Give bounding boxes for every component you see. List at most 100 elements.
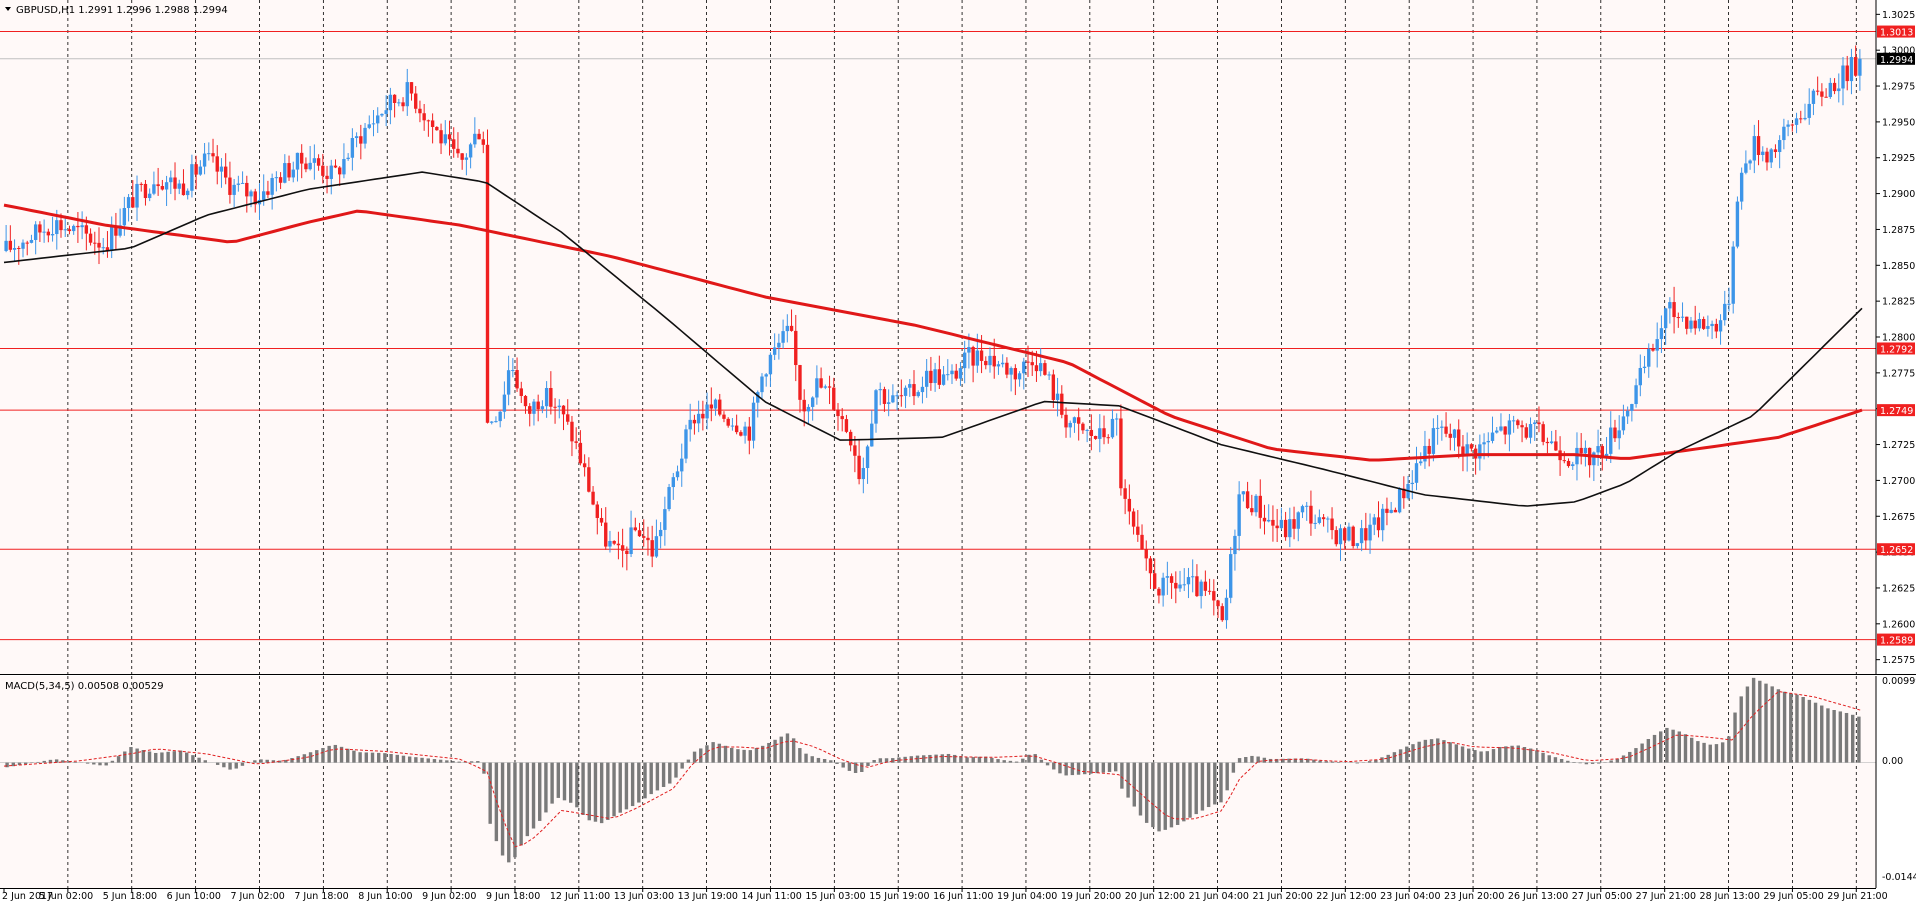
candle-body <box>1191 576 1195 578</box>
candle-body <box>591 491 595 505</box>
candle-body <box>329 165 333 179</box>
candle-body <box>126 197 131 209</box>
candle-body <box>304 163 308 170</box>
dropdown-triangle-icon[interactable] <box>5 7 11 11</box>
candle-body <box>819 378 823 388</box>
time-label: 8 Jun 10:00 <box>358 891 412 902</box>
candle-body <box>772 347 777 355</box>
candle-body <box>1465 444 1469 455</box>
moving-averages <box>3 171 1863 507</box>
slow-moving-average-line <box>3 203 1863 462</box>
candle-body <box>718 399 722 415</box>
candle-body <box>1389 509 1393 513</box>
candle-body <box>245 182 249 197</box>
candle-body <box>684 429 688 459</box>
candle-body <box>1659 328 1664 340</box>
price-label: 1.2725 <box>1882 440 1915 451</box>
candle-body <box>283 163 287 183</box>
time-label: 9 Jun 02:00 <box>422 891 476 902</box>
candle-body <box>198 166 203 175</box>
candle-body <box>67 229 72 232</box>
candle-body <box>827 386 832 388</box>
candle-body <box>1119 418 1123 489</box>
symbol-header[interactable]: GBPUSD,H1 1.2991 1.2996 1.2988 1.2994 <box>5 5 228 16</box>
candle-body <box>477 133 481 140</box>
candle-body <box>291 169 295 178</box>
candle-body <box>1317 517 1322 523</box>
candle-body <box>430 120 435 127</box>
candle-body <box>1427 445 1431 454</box>
candle-body <box>937 369 942 385</box>
candle-body <box>544 387 549 407</box>
candle-body <box>1701 319 1706 329</box>
candle-body <box>1005 362 1009 375</box>
candle-body <box>1769 149 1773 163</box>
candle-body <box>810 397 815 407</box>
candle-body <box>1271 519 1275 526</box>
candle-body <box>1668 302 1672 309</box>
time-label: 5 Jun 02:00 <box>39 891 93 902</box>
candle-body <box>1055 393 1060 400</box>
candle-body <box>443 134 447 144</box>
candle-body <box>1490 432 1495 441</box>
candle-body <box>338 167 342 175</box>
candle-body <box>4 240 8 251</box>
candle-body <box>1123 488 1127 499</box>
candle-body <box>1837 88 1841 92</box>
candle-body <box>194 164 198 175</box>
candle-body <box>1435 427 1440 429</box>
candle-body <box>190 164 194 191</box>
candle-body <box>1114 418 1119 420</box>
level-tag <box>1877 342 1915 355</box>
macd-label: MACD(5,34,5) 0.00508 0.00529 <box>5 681 164 692</box>
candle-body <box>848 431 853 446</box>
candle-body <box>1744 163 1748 173</box>
candle-body <box>916 392 920 397</box>
candle-body <box>71 225 76 232</box>
candle-body <box>1237 494 1241 536</box>
candle-body <box>105 247 110 251</box>
candle-body <box>764 374 768 377</box>
candle-body <box>219 166 224 172</box>
candle-body <box>756 392 760 403</box>
candle-body <box>912 384 916 397</box>
candle-body <box>131 197 135 208</box>
macd-plot-background <box>0 676 1876 888</box>
candle-body <box>1680 316 1685 318</box>
candle-body <box>1106 437 1110 439</box>
candle-body <box>1000 362 1005 365</box>
candle-body <box>363 127 367 144</box>
candle-body <box>485 144 490 423</box>
candle-body <box>1655 339 1659 351</box>
price-label: 1.3000 <box>1882 46 1915 57</box>
candle-body <box>1060 393 1064 415</box>
candle-body <box>557 405 561 408</box>
candle-body <box>751 402 756 441</box>
time-label: 6 Jun 10:00 <box>167 891 221 902</box>
candle-body <box>1524 427 1528 438</box>
candle-body <box>642 536 646 538</box>
candle-body <box>1199 581 1203 597</box>
candle-body <box>232 184 236 195</box>
candle-body <box>1832 82 1837 92</box>
candle-body <box>1267 519 1271 522</box>
candle-body <box>680 458 684 472</box>
candle-body <box>380 113 384 116</box>
candle-body <box>1148 558 1153 574</box>
candle-body <box>494 421 498 423</box>
candle-body <box>460 153 464 160</box>
candle-body <box>566 414 570 422</box>
candle-body <box>1233 535 1237 555</box>
candle-body <box>12 247 17 250</box>
candle-body <box>1858 58 1862 76</box>
level-tag-text: 1.2749 <box>1880 406 1913 417</box>
candle-body <box>1461 446 1465 455</box>
candle-body <box>726 418 730 426</box>
candle-body <box>578 442 583 464</box>
candle-body <box>620 545 625 551</box>
level-tag <box>1877 543 1915 556</box>
candle-body <box>1355 543 1360 547</box>
candle-body <box>1220 606 1224 621</box>
candle-body <box>253 191 257 205</box>
